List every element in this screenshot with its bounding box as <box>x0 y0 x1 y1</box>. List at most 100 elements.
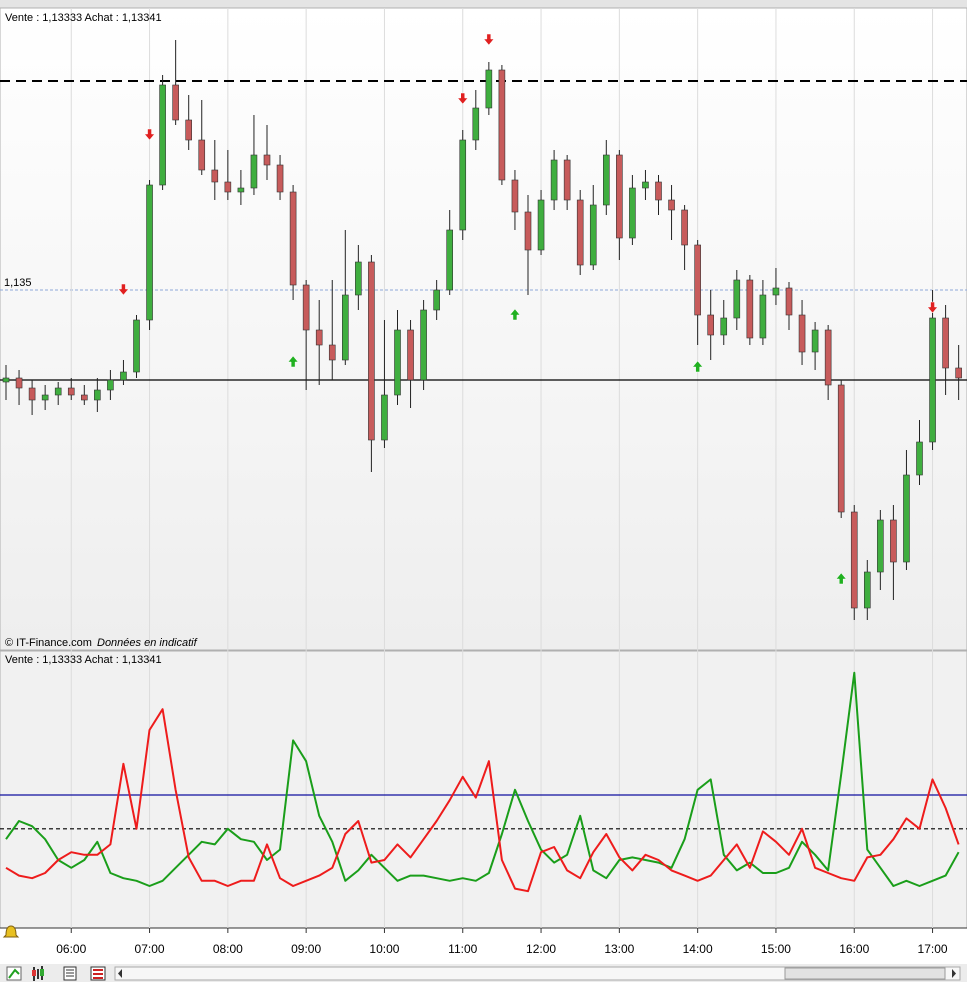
candle-body <box>198 139 206 171</box>
candle-body <box>81 394 88 401</box>
candle-body <box>28 387 36 401</box>
candle-body <box>211 169 219 183</box>
candle-body <box>746 279 754 339</box>
top-bar <box>0 0 967 8</box>
candle-body <box>94 389 101 401</box>
x-tick-label: 16:00 <box>839 942 869 956</box>
x-tick-label: 15:00 <box>761 942 791 956</box>
candle-body <box>707 314 715 336</box>
candle-body <box>120 371 127 381</box>
candle-body <box>315 329 323 346</box>
price-panel <box>0 7 967 651</box>
indicator-line <box>5 671 960 887</box>
candle-body <box>602 154 610 206</box>
candle-body <box>837 384 845 513</box>
candle-body <box>289 191 297 286</box>
candle-body <box>472 107 480 141</box>
candle-body <box>681 209 688 246</box>
candle-body <box>407 329 414 381</box>
x-tick-label: 12:00 <box>526 942 556 956</box>
candle-body <box>394 329 401 396</box>
x-tick-label: 11:00 <box>448 942 477 956</box>
candle-body <box>720 317 728 336</box>
candle-body <box>159 84 166 186</box>
candle-body <box>616 154 623 239</box>
candle-body <box>133 319 140 373</box>
candle-body <box>563 159 571 201</box>
candle-body <box>550 159 558 201</box>
candle-body <box>41 394 49 401</box>
buy-arrow <box>835 572 847 585</box>
candle-body <box>942 317 949 369</box>
buy-arrow <box>287 355 299 368</box>
candle-body <box>146 184 153 321</box>
candle-body <box>916 441 923 476</box>
candle-body <box>446 229 454 291</box>
candle-body <box>772 287 780 296</box>
candle-body <box>67 387 75 396</box>
x-tick-label: 06:00 <box>56 942 86 956</box>
candle-body <box>824 329 832 386</box>
x-tick-label: 10:00 <box>369 942 399 956</box>
sell-arrow <box>144 128 156 141</box>
candle-body <box>642 181 649 189</box>
candle-body <box>903 474 910 563</box>
candle-body <box>863 571 871 609</box>
scroll-thumb[interactable] <box>784 967 946 980</box>
sell-arrow <box>927 301 939 314</box>
candle-body <box>459 139 467 231</box>
candle-body <box>263 154 271 166</box>
scroll-left[interactable] <box>118 969 122 978</box>
candle-body <box>54 387 62 396</box>
buy-arrow <box>509 308 521 321</box>
candle-body <box>250 154 258 189</box>
quote: Vente : 1,13333 Achat : 1,13341 <box>5 654 162 666</box>
x-tick-label: 08:00 <box>213 942 243 956</box>
candle-body <box>185 119 192 141</box>
candle-body <box>420 309 427 381</box>
scrollbar[interactable] <box>114 966 961 981</box>
candle-body <box>759 294 767 339</box>
candle-body <box>237 187 245 193</box>
candle-body <box>302 284 310 331</box>
scroll-right[interactable] <box>952 969 956 978</box>
candle-body <box>850 511 858 609</box>
candle-body <box>811 329 819 353</box>
marks <box>0 33 967 893</box>
candle-body <box>524 211 532 251</box>
x-tick-label: 17:00 <box>918 942 948 956</box>
candle-body <box>15 377 23 389</box>
indicator-panel <box>0 650 967 929</box>
source: © IT-Finance.com <box>5 637 92 649</box>
candle-body <box>341 294 349 361</box>
candle-body <box>655 181 662 201</box>
toolbar-icon[interactable] <box>32 966 44 981</box>
candle-body <box>2 377 10 383</box>
y-tick-label: 1,135 <box>4 277 32 289</box>
candle-body <box>929 317 936 443</box>
candle-body <box>785 287 793 316</box>
sell-arrow <box>483 33 495 46</box>
time-axis-area <box>0 928 967 964</box>
sell-arrow <box>117 283 129 296</box>
toolbar-icon[interactable] <box>63 966 77 981</box>
bell-icon[interactable] <box>2 925 20 938</box>
candle-body <box>668 199 675 211</box>
candle-body <box>381 394 388 441</box>
candle-body <box>355 261 362 296</box>
toolbar-icon[interactable] <box>90 966 106 981</box>
candle-body <box>107 379 114 391</box>
candle-body <box>224 181 232 193</box>
candle-body <box>576 199 584 266</box>
x-tick-label: 14:00 <box>683 942 713 956</box>
candle-body <box>433 289 440 311</box>
quote: Vente : 1,13333 Achat : 1,13341 <box>5 12 162 24</box>
candle-body <box>276 164 284 193</box>
candle-body <box>172 84 179 121</box>
candle-body <box>511 179 519 213</box>
candle-body <box>798 314 806 353</box>
x-tick-label: 09:00 <box>291 942 321 956</box>
toolbar-icon[interactable] <box>6 966 22 981</box>
candle-body <box>537 199 545 251</box>
